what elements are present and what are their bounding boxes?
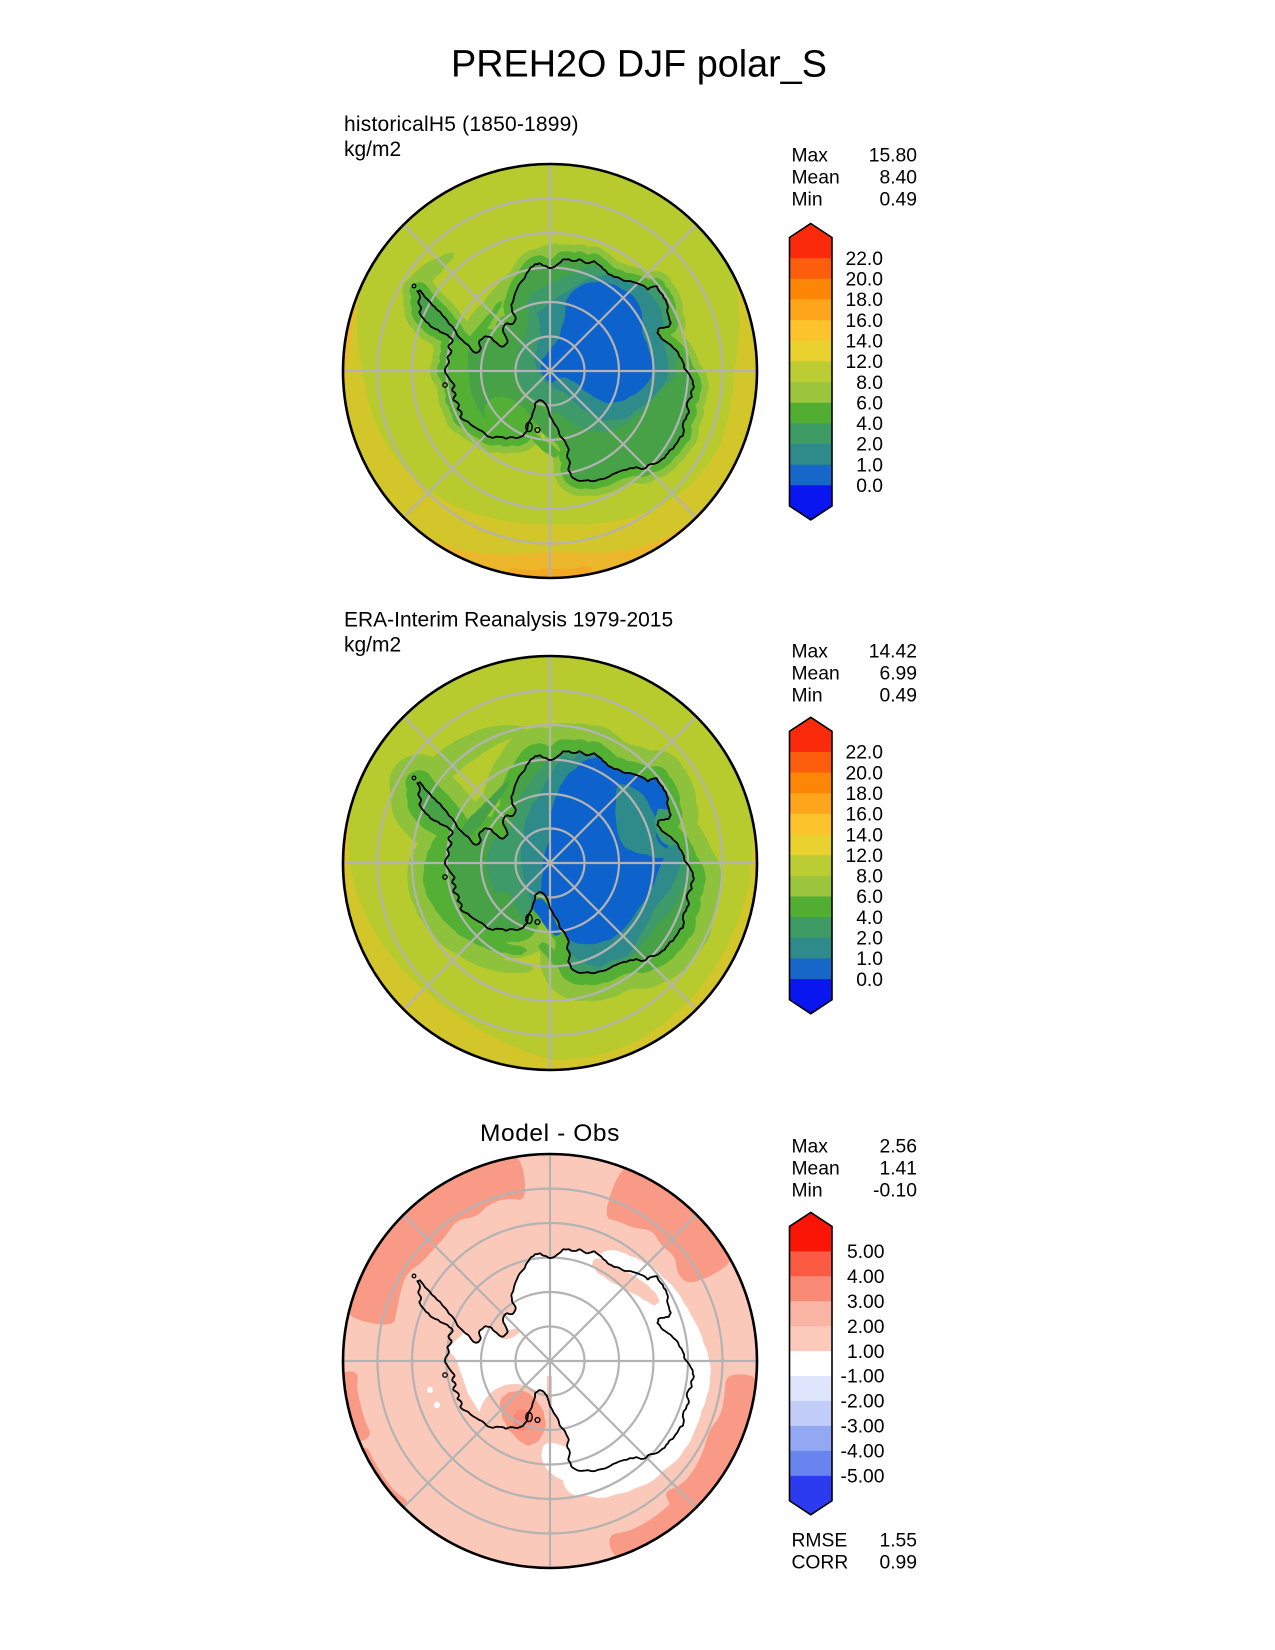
svg-text:2.0: 2.0 — [856, 435, 883, 456]
svg-text:Max: Max — [792, 146, 829, 167]
svg-text:18.0: 18.0 — [845, 290, 883, 311]
svg-text:6.99: 6.99 — [879, 664, 917, 685]
svg-text:0.49: 0.49 — [879, 190, 917, 211]
svg-text:-0.10: -0.10 — [873, 1181, 917, 1202]
svg-text:8.0: 8.0 — [856, 867, 883, 888]
svg-text:14.0: 14.0 — [845, 825, 883, 846]
svg-text:22.0: 22.0 — [845, 743, 883, 764]
svg-text:8.0: 8.0 — [856, 373, 883, 394]
svg-text:-3.00: -3.00 — [841, 1417, 885, 1438]
svg-text:-1.00: -1.00 — [841, 1367, 885, 1388]
svg-text:ERA-Interim Reanalysis 1979-20: ERA-Interim Reanalysis 1979-2015 — [344, 609, 673, 632]
svg-text:4.0: 4.0 — [856, 414, 883, 435]
svg-text:6.0: 6.0 — [856, 887, 883, 908]
svg-text:Mean: Mean — [792, 664, 840, 685]
svg-text:CORR: CORR — [792, 1553, 849, 1574]
svg-text:2.56: 2.56 — [879, 1137, 917, 1158]
svg-text:-5.00: -5.00 — [841, 1467, 885, 1488]
svg-text:18.0: 18.0 — [845, 784, 883, 805]
svg-text:1.00: 1.00 — [847, 1342, 885, 1363]
svg-text:0.99: 0.99 — [879, 1553, 917, 1574]
svg-text:Mean: Mean — [792, 168, 840, 189]
svg-text:4.0: 4.0 — [856, 908, 883, 929]
svg-text:PREH2O DJF polar_S: PREH2O DJF polar_S — [451, 44, 827, 86]
svg-text:historicalH5 (1850-1899): historicalH5 (1850-1899) — [344, 113, 579, 136]
svg-text:6.0: 6.0 — [856, 393, 883, 414]
svg-text:0.0: 0.0 — [856, 476, 883, 497]
svg-text:20.0: 20.0 — [845, 763, 883, 784]
svg-text:-2.00: -2.00 — [841, 1392, 885, 1413]
svg-text:-4.00: -4.00 — [841, 1442, 885, 1463]
svg-text:kg/m2: kg/m2 — [344, 633, 401, 656]
svg-text:14.0: 14.0 — [845, 331, 883, 352]
svg-text:kg/m2: kg/m2 — [344, 138, 401, 161]
svg-text:RMSE: RMSE — [792, 1531, 848, 1552]
svg-text:3.00: 3.00 — [847, 1292, 885, 1313]
svg-text:Max: Max — [792, 1137, 829, 1158]
svg-text:12.0: 12.0 — [845, 352, 883, 373]
svg-text:Model - Obs: Model - Obs — [480, 1120, 620, 1147]
svg-text:2.0: 2.0 — [856, 929, 883, 950]
svg-text:0.0: 0.0 — [856, 970, 883, 991]
svg-text:1.0: 1.0 — [856, 455, 883, 476]
svg-text:16.0: 16.0 — [845, 311, 883, 332]
svg-text:1.41: 1.41 — [879, 1159, 917, 1180]
svg-text:1.0: 1.0 — [856, 949, 883, 970]
svg-text:8.40: 8.40 — [879, 168, 917, 189]
svg-text:22.0: 22.0 — [845, 249, 883, 270]
svg-text:12.0: 12.0 — [845, 846, 883, 867]
svg-text:2.00: 2.00 — [847, 1317, 885, 1338]
svg-text:Min: Min — [792, 686, 823, 707]
svg-text:14.42: 14.42 — [869, 642, 917, 663]
svg-text:Mean: Mean — [792, 1159, 840, 1180]
svg-text:16.0: 16.0 — [845, 805, 883, 826]
svg-text:5.00: 5.00 — [847, 1242, 885, 1263]
svg-text:4.00: 4.00 — [847, 1267, 885, 1288]
svg-text:1.55: 1.55 — [879, 1531, 917, 1552]
svg-text:15.80: 15.80 — [869, 146, 917, 167]
svg-text:20.0: 20.0 — [845, 270, 883, 291]
svg-text:Max: Max — [792, 642, 829, 663]
svg-text:0.49: 0.49 — [879, 686, 917, 707]
svg-text:Min: Min — [792, 1181, 823, 1202]
svg-text:Min: Min — [792, 190, 823, 211]
